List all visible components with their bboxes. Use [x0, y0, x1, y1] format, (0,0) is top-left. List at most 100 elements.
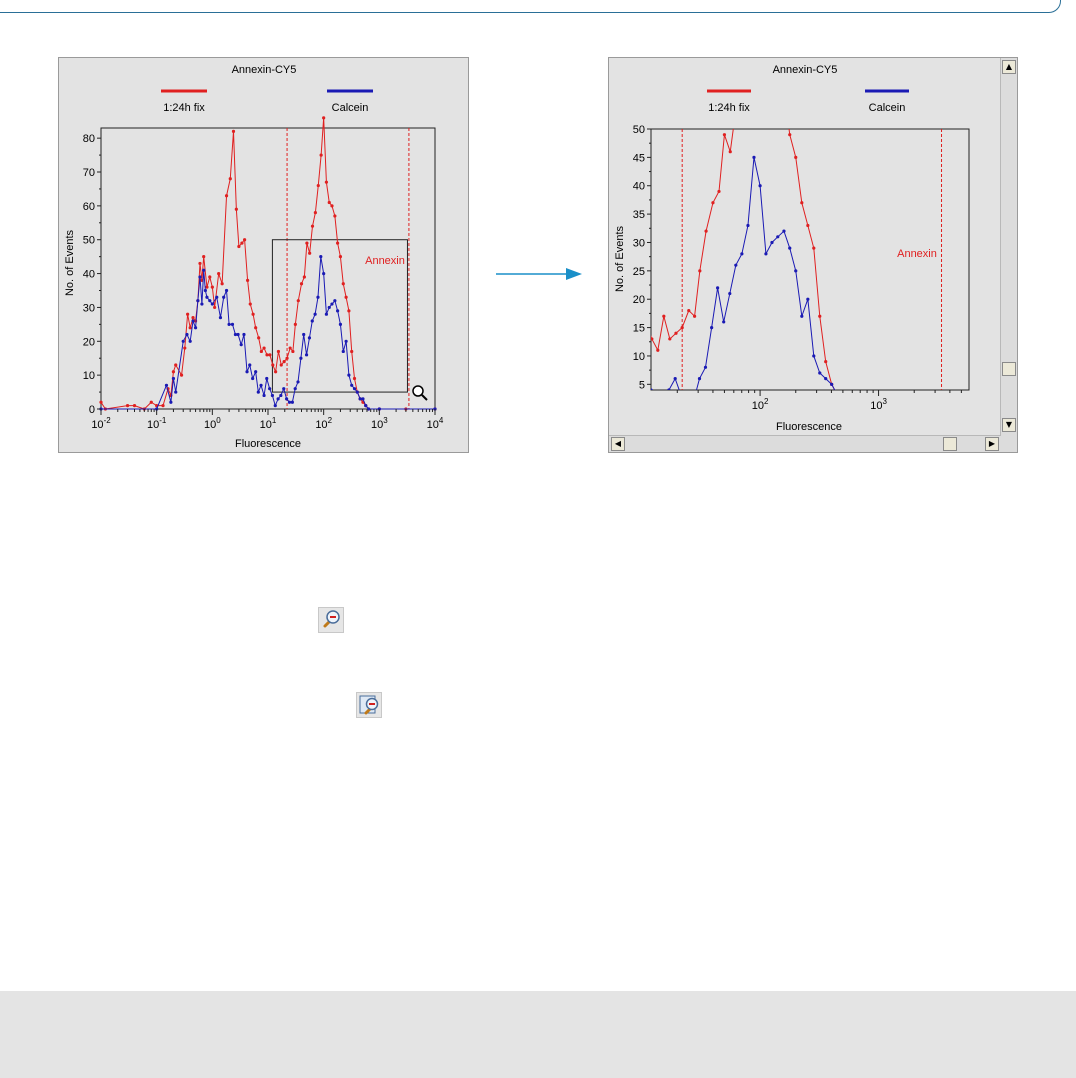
- data-point: [358, 397, 362, 401]
- data-point: [291, 349, 295, 354]
- legend-label-series-1: 1:24h fix: [708, 102, 750, 114]
- scroll-right-button[interactable]: ▶: [985, 437, 999, 451]
- horizontal-scroll-thumb[interactable]: [943, 437, 957, 451]
- data-point: [327, 305, 331, 310]
- data-point: [237, 244, 241, 249]
- data-point: [614, 349, 617, 352]
- data-point: [227, 322, 231, 326]
- data-point: [265, 353, 269, 357]
- x-tick-label: 102: [315, 416, 332, 431]
- data-point: [625, 371, 628, 374]
- data-point: [230, 322, 235, 326]
- data-point: [224, 288, 229, 293]
- zoom-selection-box[interactable]: [271, 239, 408, 393]
- footer-bar: [0, 991, 1076, 1078]
- x-tick-label: 104: [427, 416, 444, 431]
- scroll-left-button[interactable]: ◀: [611, 437, 625, 451]
- data-point: [305, 241, 309, 245]
- data-point: [282, 360, 286, 364]
- data-point: [836, 394, 839, 397]
- data-point: [185, 332, 189, 337]
- data-point: [734, 263, 738, 267]
- data-point: [352, 376, 357, 381]
- data-point: [251, 312, 255, 316]
- data-point: [174, 390, 178, 394]
- data-point: [262, 393, 266, 398]
- data-point: [245, 370, 249, 374]
- data-point: [333, 214, 337, 218]
- data-point: [782, 88, 785, 91]
- y-tick-label: 30: [83, 302, 95, 314]
- data-point: [234, 207, 238, 211]
- data-point: [746, 223, 750, 228]
- data-point: [290, 400, 294, 404]
- data-point: [196, 299, 200, 303]
- vertical-scroll-thumb[interactable]: [1002, 362, 1016, 376]
- data-point: [161, 404, 165, 408]
- data-point: [270, 393, 275, 398]
- y-tick-label: 40: [83, 269, 95, 281]
- data-point: [316, 183, 320, 188]
- data-point: [995, 411, 998, 414]
- horizontal-scrollbar[interactable]: ◀ ▶: [609, 435, 1001, 452]
- y-tick-label: 40: [633, 181, 645, 193]
- x-axis-label: Fluorescence: [776, 421, 842, 433]
- data-point: [818, 314, 822, 318]
- data-point: [800, 201, 804, 205]
- data-point: [333, 299, 337, 303]
- x-tick-label: 103: [371, 416, 388, 431]
- data-point: [171, 376, 176, 381]
- data-point: [285, 397, 289, 401]
- data-point: [245, 278, 250, 282]
- vertical-scrollbar[interactable]: ▲ ▼: [1000, 58, 1017, 436]
- data-point: [310, 319, 314, 323]
- zoom-out-icon[interactable]: [318, 607, 344, 633]
- data-point: [254, 370, 258, 374]
- top-border-line: [0, 0, 1061, 13]
- data-point: [279, 363, 283, 367]
- data-point: [338, 255, 343, 259]
- data-point: [722, 133, 727, 137]
- data-point: [758, 184, 762, 188]
- data-point: [239, 343, 243, 347]
- data-point: [836, 394, 839, 397]
- data-point: [304, 353, 309, 357]
- data-point: [322, 116, 326, 120]
- data-point: [662, 394, 665, 397]
- data-point: [741, 82, 744, 85]
- data-point: [208, 299, 212, 303]
- scroll-up-button[interactable]: ▲: [1002, 60, 1016, 74]
- data-point: [344, 295, 348, 299]
- data-point: [179, 373, 184, 377]
- data-point: [806, 223, 810, 228]
- data-point: [668, 337, 672, 341]
- data-point: [344, 339, 348, 343]
- scrollbar-corner: [1001, 436, 1017, 452]
- data-point: [355, 390, 359, 394]
- data-point: [794, 155, 798, 159]
- data-point: [995, 411, 998, 414]
- data-point: [336, 309, 340, 313]
- data-point: [341, 349, 345, 354]
- data-point: [740, 252, 744, 256]
- data-point: [310, 224, 315, 228]
- data-point: [680, 325, 684, 330]
- data-point: [366, 407, 371, 411]
- data-point: [800, 314, 804, 318]
- data-point: [198, 261, 202, 266]
- data-point: [299, 356, 303, 360]
- data-point: [171, 370, 176, 374]
- data-point: [191, 315, 195, 320]
- data-point: [257, 336, 261, 340]
- y-tick-label: 20: [83, 336, 95, 348]
- data-point: [697, 377, 702, 381]
- data-point: [243, 238, 247, 242]
- data-point: [673, 377, 677, 381]
- data-point: [722, 320, 726, 324]
- scroll-down-button[interactable]: ▼: [1002, 418, 1016, 432]
- data-point: [632, 309, 635, 312]
- zoom-reset-icon[interactable]: [356, 692, 382, 718]
- data-point: [609, 252, 612, 255]
- data-point: [164, 383, 169, 387]
- data-point: [364, 404, 368, 408]
